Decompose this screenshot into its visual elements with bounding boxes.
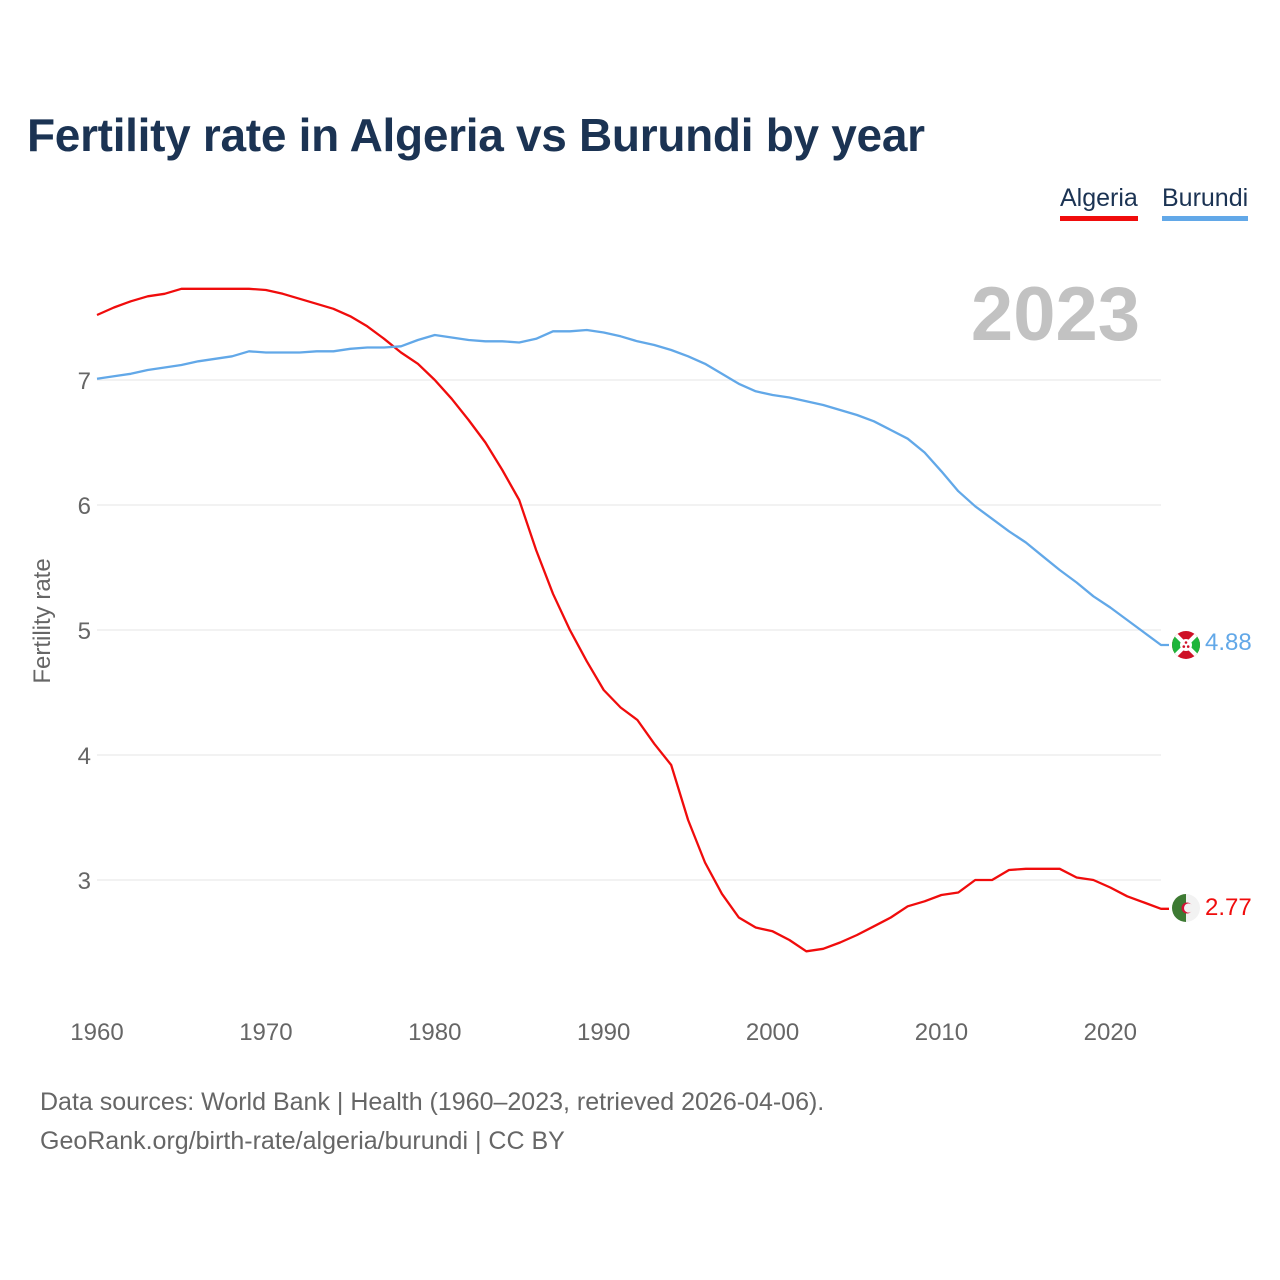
- end-labels: 4.88 2.77: [1172, 629, 1252, 922]
- x-tick-label: 1990: [577, 1019, 630, 1046]
- y-tick-label: 5: [78, 618, 91, 645]
- y-tick-label: 3: [78, 868, 91, 895]
- x-tick-label: 2020: [1084, 1019, 1137, 1046]
- y-axis: 3 4 5 6 7: [78, 368, 91, 895]
- x-axis: 1960 1970 1980 1990 2000 2010 2020: [70, 1019, 1137, 1046]
- year-watermark: 2023: [971, 272, 1140, 357]
- end-label-algeria: 2.77: [1205, 894, 1252, 921]
- y-tick-label: 7: [78, 368, 91, 395]
- series-lines: [96, 287, 1169, 953]
- x-tick-label: 1970: [239, 1019, 292, 1046]
- credit-link[interactable]: GeoRank.org/birth-rate/algeria/burundi |…: [40, 1127, 565, 1155]
- x-tick-label: 2000: [746, 1019, 799, 1046]
- y-tick-label: 4: [78, 743, 91, 770]
- chart-title: Fertility rate in Algeria vs Burundi by …: [27, 109, 925, 161]
- series-line-burundi[interactable]: [96, 328, 1169, 647]
- y-axis-label: Fertility rate: [29, 558, 56, 683]
- data-source-note: Data sources: World Bank | Health (1960–…: [40, 1088, 825, 1116]
- series-line-algeria[interactable]: [96, 287, 1169, 953]
- y-tick-label: 6: [78, 493, 91, 520]
- algeria-flag-icon: [1172, 894, 1200, 922]
- x-tick-label: 1960: [70, 1019, 123, 1046]
- x-tick-label: 1980: [408, 1019, 461, 1046]
- end-label-burundi: 4.88: [1205, 629, 1252, 656]
- gridlines: [97, 379, 1161, 881]
- legend-item-algeria[interactable]: Algeria: [1060, 184, 1138, 221]
- x-tick-label: 2010: [915, 1019, 968, 1046]
- burundi-flag-icon: [1172, 631, 1200, 659]
- legend-item-burundi[interactable]: Burundi: [1162, 184, 1249, 221]
